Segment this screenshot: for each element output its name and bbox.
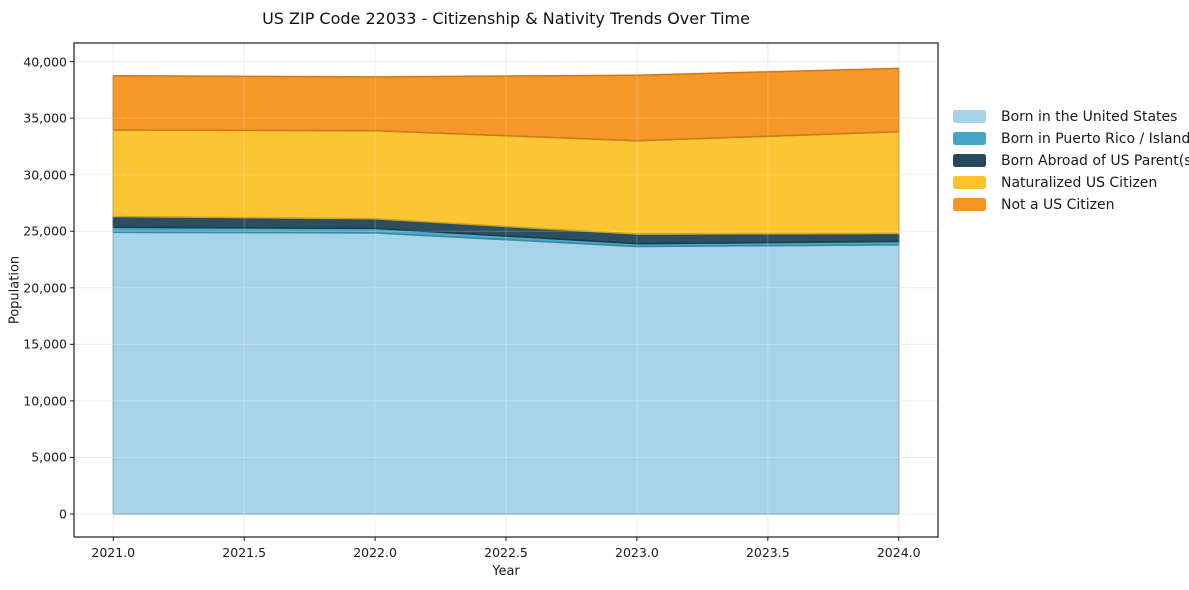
legend-item: Naturalized US Citizen [953, 174, 1189, 191]
y-tick-label: 5,000 [31, 449, 67, 465]
x-tick-label: 2022.0 [353, 545, 397, 560]
tick-marks [70, 61, 900, 541]
area-series-4 [112, 67, 900, 142]
y-tick-label: 10,000 [23, 393, 67, 409]
legend-label: Naturalized US Citizen [1001, 174, 1158, 191]
x-tick-label: 2023.5 [745, 545, 790, 560]
y-tick-label: 30,000 [23, 167, 67, 183]
y-tick-label: 0 [59, 506, 67, 522]
y-tick-label: 35,000 [23, 110, 67, 126]
x-tick-label: 2021.5 [222, 545, 267, 560]
legend-item: Not a US Citizen [953, 196, 1189, 213]
stacked-areas [112, 67, 900, 515]
x-tick-label: 2022.5 [484, 545, 528, 560]
legend-label: Not a US Citizen [1001, 196, 1115, 213]
y-tick-label: 25,000 [23, 223, 67, 239]
legend-item: Born Abroad of US Parent(s) [953, 152, 1189, 169]
legend-label: Born in the United States [1001, 108, 1178, 125]
legend-swatch [953, 198, 986, 211]
x-tick-label: 2023.0 [615, 545, 659, 560]
legend-swatch [953, 176, 986, 189]
x-tick-label: 2024.0 [876, 545, 921, 560]
y-tick-label: 20,000 [23, 280, 67, 296]
gridlines-overlay [74, 43, 938, 537]
y-tick-label: 40,000 [23, 54, 67, 70]
legend-swatch [953, 110, 986, 123]
chart-title: US ZIP Code 22033 - Citizenship & Nativi… [262, 9, 750, 28]
legend-label: Born in Puerto Rico / Islands [1001, 130, 1189, 147]
legend-swatch [953, 132, 986, 145]
legend-label: Born Abroad of US Parent(s) [1001, 152, 1189, 169]
legend: Born in the United States Born in Puerto … [953, 108, 1189, 213]
y-tick-label: 15,000 [23, 336, 67, 352]
legend-item: Born in Puerto Rico / Islands [953, 130, 1189, 147]
legend-item: Born in the United States [953, 108, 1189, 125]
x-axis-label: Year [492, 564, 520, 579]
legend-swatch [953, 154, 986, 167]
x-tick-label: 2021.0 [91, 545, 136, 560]
